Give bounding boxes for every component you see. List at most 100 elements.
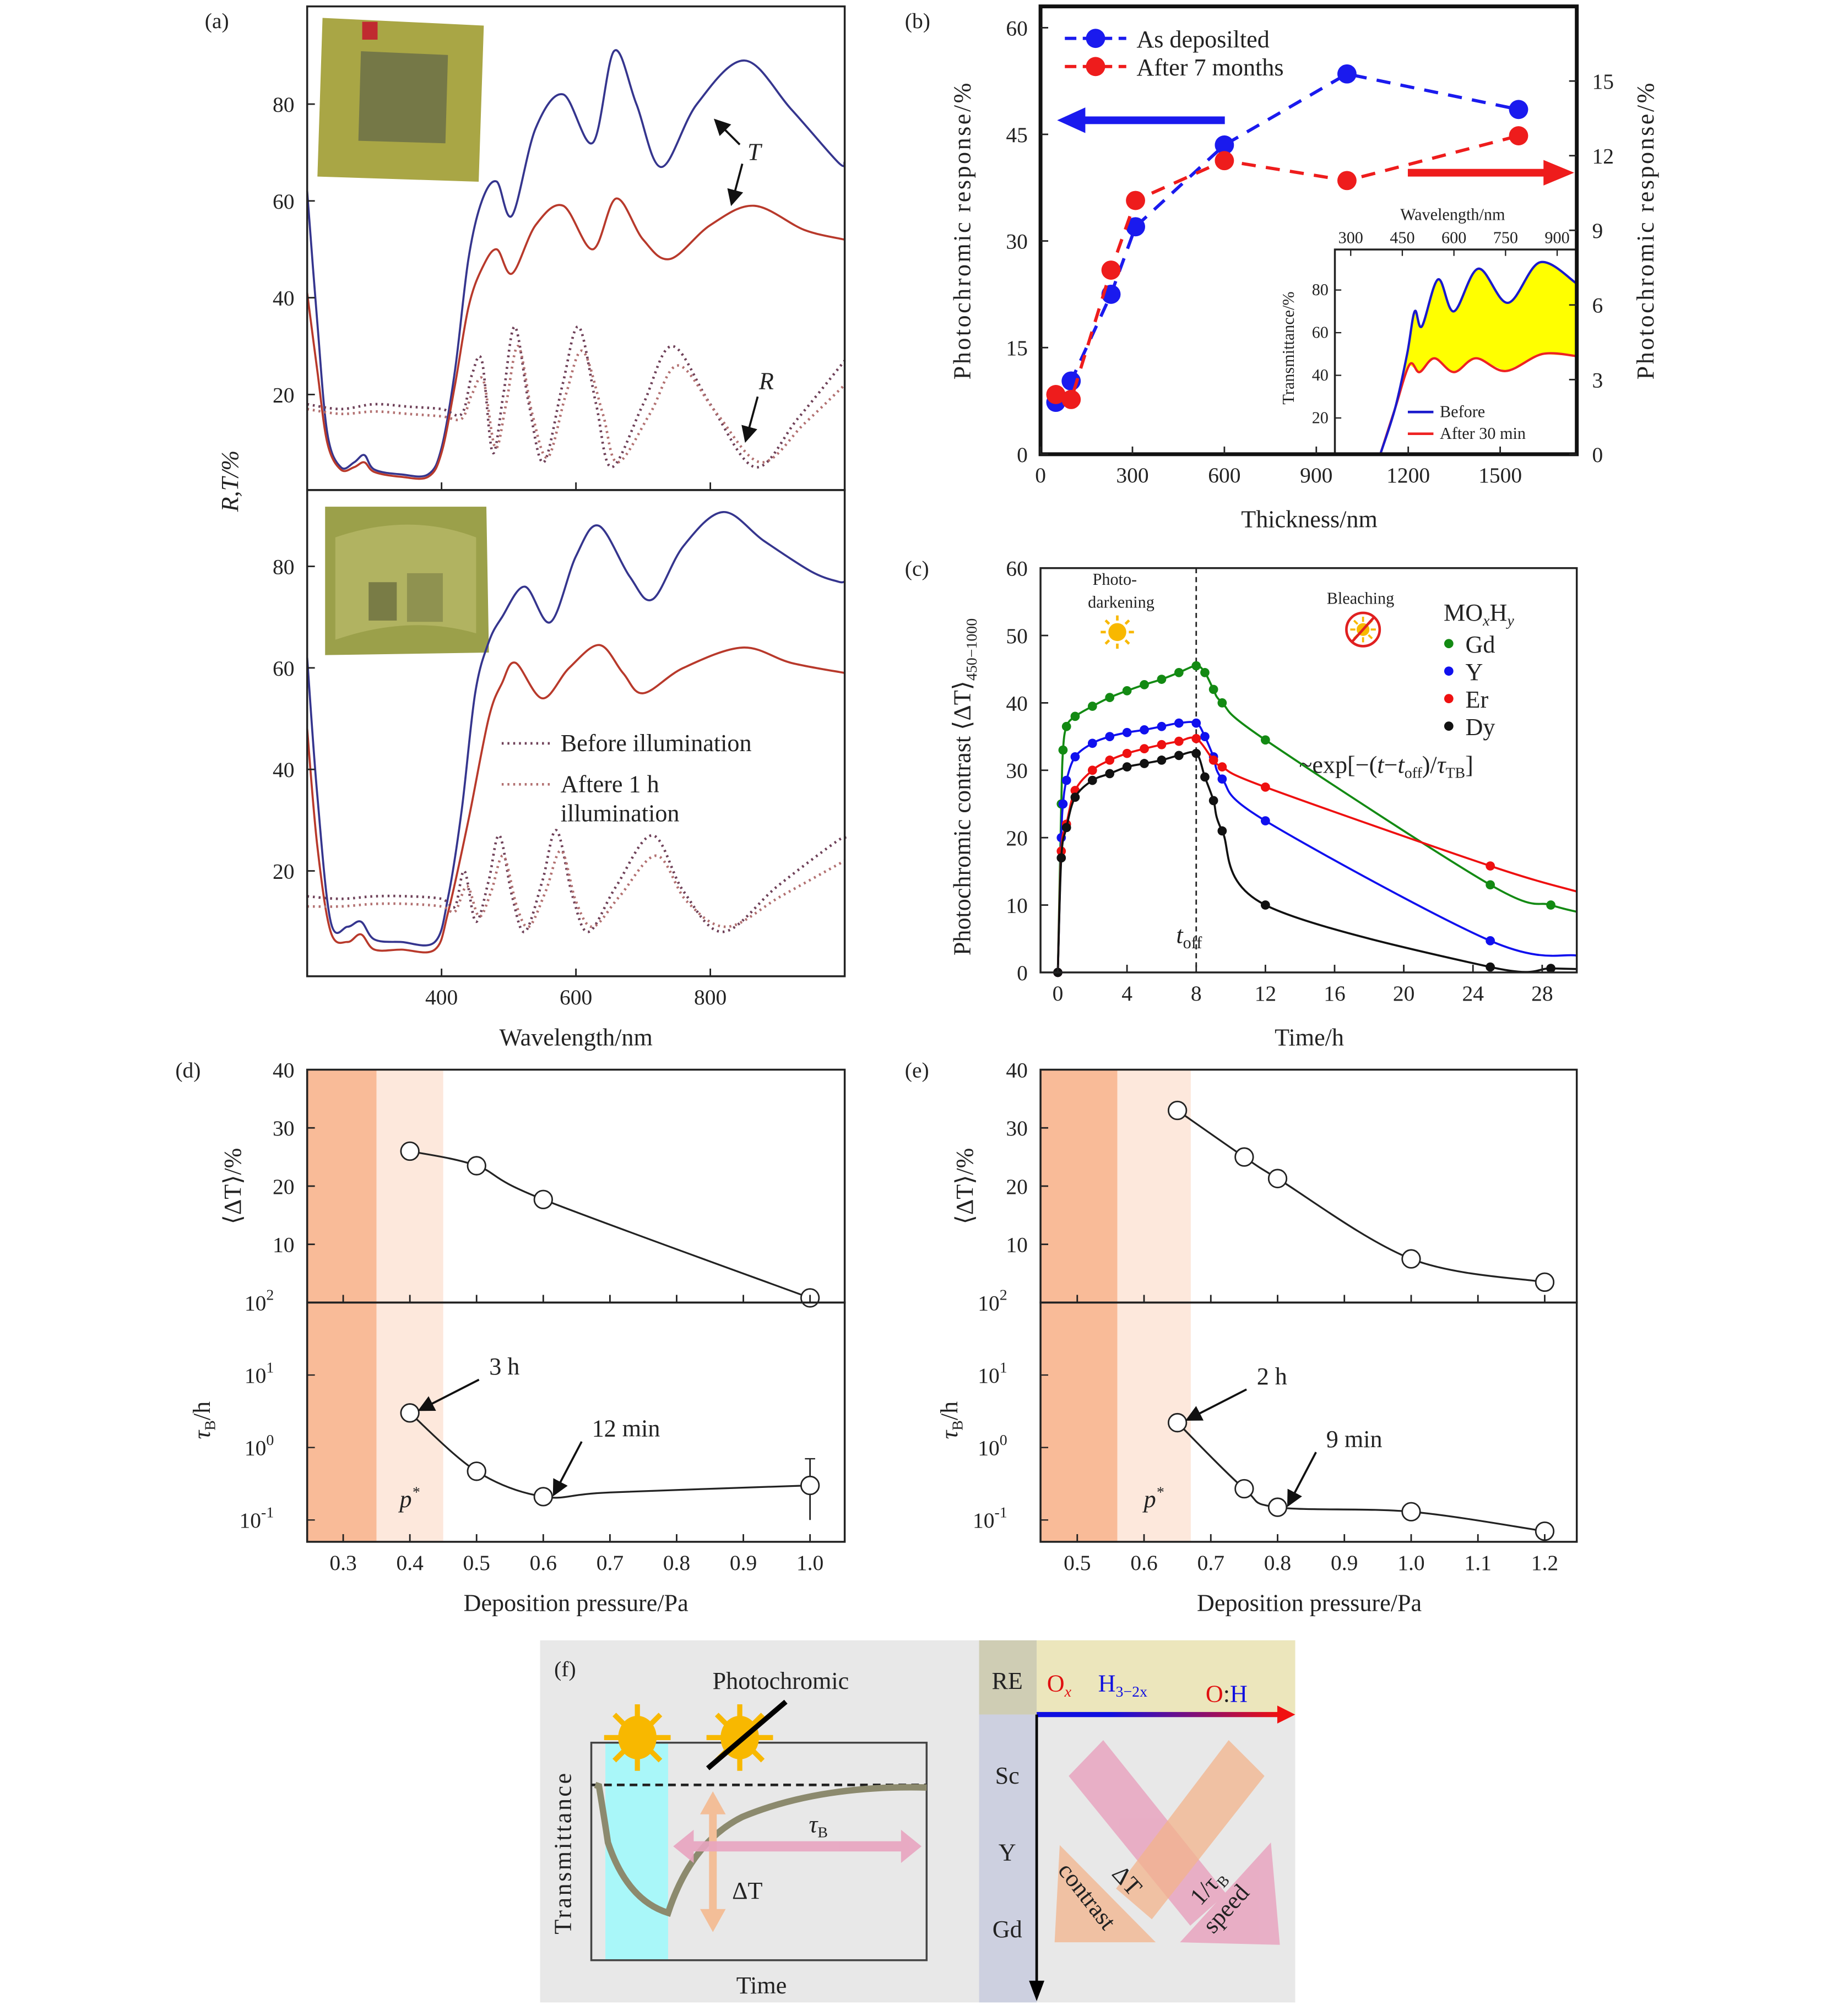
c-legend-label: Gd [1466,631,1495,658]
e-bottom-ylabel: τB/h [936,1401,966,1439]
d-shaded-region [376,1069,443,1542]
a-curve-T-after [306,644,845,954]
panel-b: Thickness/nm Photochromic response/% Pho… [948,81,1659,532]
f-re-header-cell [979,1640,1037,1715]
b-x-tick-label: 1200 [1386,463,1430,487]
a-y1-tick-label: 20 [273,859,295,883]
f-tau-sub: B [817,1824,828,1841]
f-h: H [1098,1670,1116,1697]
c-data-point-Dy [1200,772,1210,782]
b-x-tick-label: 0 [1035,463,1046,487]
c-data-point-Dy [1070,792,1080,802]
c-data-point-Dy [1056,853,1066,863]
c-ylabel: Photochromic contrast ⟨ΔT⟩450−1000 [948,618,980,955]
e-x-tick-label: 0.9 [1331,1551,1358,1575]
f-delta-t-label: ΔT [732,1877,762,1904]
c-data-point-Y [1157,721,1167,731]
b-xlabel: Thickness/nm [1241,506,1378,532]
sun-ray [1353,620,1359,625]
b-inset-ytick-label: 80 [1312,280,1329,299]
b-yleft-tick-label: 15 [1006,336,1027,360]
c-legend-title-x: x [1482,612,1490,629]
d-tick-exponent: 1 [266,1359,274,1376]
b-data-point [1509,126,1528,145]
c-data-point-Dy [1157,756,1167,765]
b-data-point [1215,151,1234,171]
c-legend-marker [1444,694,1454,704]
d-x-tick-label: 0.3 [329,1551,356,1575]
c-x-tick-label: 12 [1255,981,1276,1006]
c-data-point-Y [1061,775,1071,785]
c-legend-marker [1444,721,1454,731]
d-top-y-tick-label: 40 [273,1058,295,1082]
e-tick-exponent: 1 [1000,1359,1007,1376]
c-toff-label: toff [1176,921,1202,952]
b-inset-ylabel: Transmittance/% [1279,291,1298,404]
e-x-tick-label: 1.0 [1397,1551,1424,1575]
c-data-point-Er [1087,765,1097,775]
c-legend-title: MOxHy [1444,599,1514,629]
prohibit-circle [1345,611,1381,648]
c-data-point-Y [1058,799,1068,809]
fit-tb: TB [1445,765,1465,782]
c-x-tick-label: 0 [1053,981,1064,1006]
f-row-gd: Gd [993,1916,1022,1943]
panel-label-e: (e) [905,1058,929,1082]
c-y-tick-label: 0 [1017,961,1028,985]
panel-label-f: (f) [554,1657,576,1681]
f-row-sc: Sc [995,1762,1020,1789]
e-annotation-arrow [1185,1388,1247,1421]
d-ylabel-sub: B [202,1420,219,1431]
d-bottom-ylabel: τB/h [188,1401,219,1439]
f-o-x: x [1064,1683,1072,1700]
b-yleft-tick-label: 60 [1006,16,1027,40]
a-x1-tick-label: 400 [425,985,458,1009]
c-legend-marker [1444,639,1454,649]
a-legend-label: Before illumination [561,730,752,757]
f-composition-h: H3−2x [1098,1670,1147,1700]
b-inset-xtick-label: 300 [1338,228,1363,247]
e-top-data-point [1535,1272,1555,1292]
c-data-point-Gd [1122,686,1132,695]
f-h-sub: 3−2x [1116,1683,1148,1700]
a-curve-T-before [306,511,845,947]
e-tick-exponent: 2 [1000,1287,1007,1304]
d-x-tick-label: 1.0 [796,1551,823,1575]
c-data-point-Er [1208,756,1218,765]
d-shaded-region [307,1069,377,1542]
c-data-point-Y [1260,816,1270,825]
f-ylabel: Transmittance [549,1771,576,1934]
b-left-axis-arrow-head [1057,107,1086,133]
a-ylabel: R,T/% [216,450,243,513]
d-top-line [409,1150,811,1299]
d-x-tick-label: 0.8 [663,1551,690,1575]
c-data-point-Gd [1200,667,1210,677]
d-p-star: * [412,1484,420,1501]
a-y0-tick-label: 60 [273,189,295,214]
d-bottom-data-point [800,1475,820,1496]
c-data-point-Y [1070,752,1080,762]
c-data-point-Dy [1061,823,1071,833]
d-top-y-tick-label: 10 [273,1233,295,1257]
sun-icon [604,1704,671,1771]
c-fit-line-Gd [1056,665,1578,972]
a-x1-tick-label: 600 [560,985,592,1009]
sun-ray [1124,619,1130,625]
panel-label-d: (d) [175,1058,200,1082]
film-photo-top-tab [362,21,378,40]
c-data-point-Gd [1157,675,1167,684]
b-inset-ytick-label: 40 [1312,366,1329,384]
b-inset-xtick-label: 900 [1544,228,1569,247]
c-data-point-Y [1105,732,1115,741]
c-data-point-Dy [1087,775,1097,785]
e-x-tick-label: 0.7 [1197,1551,1224,1575]
c-y-tick-label: 20 [1006,826,1027,850]
film-photo-bottom-spot-2 [406,573,443,622]
sun-disc [1108,623,1126,642]
b-data-point [1126,217,1145,237]
b-data-point [1509,100,1528,119]
f-plot-frame [590,1741,928,1961]
